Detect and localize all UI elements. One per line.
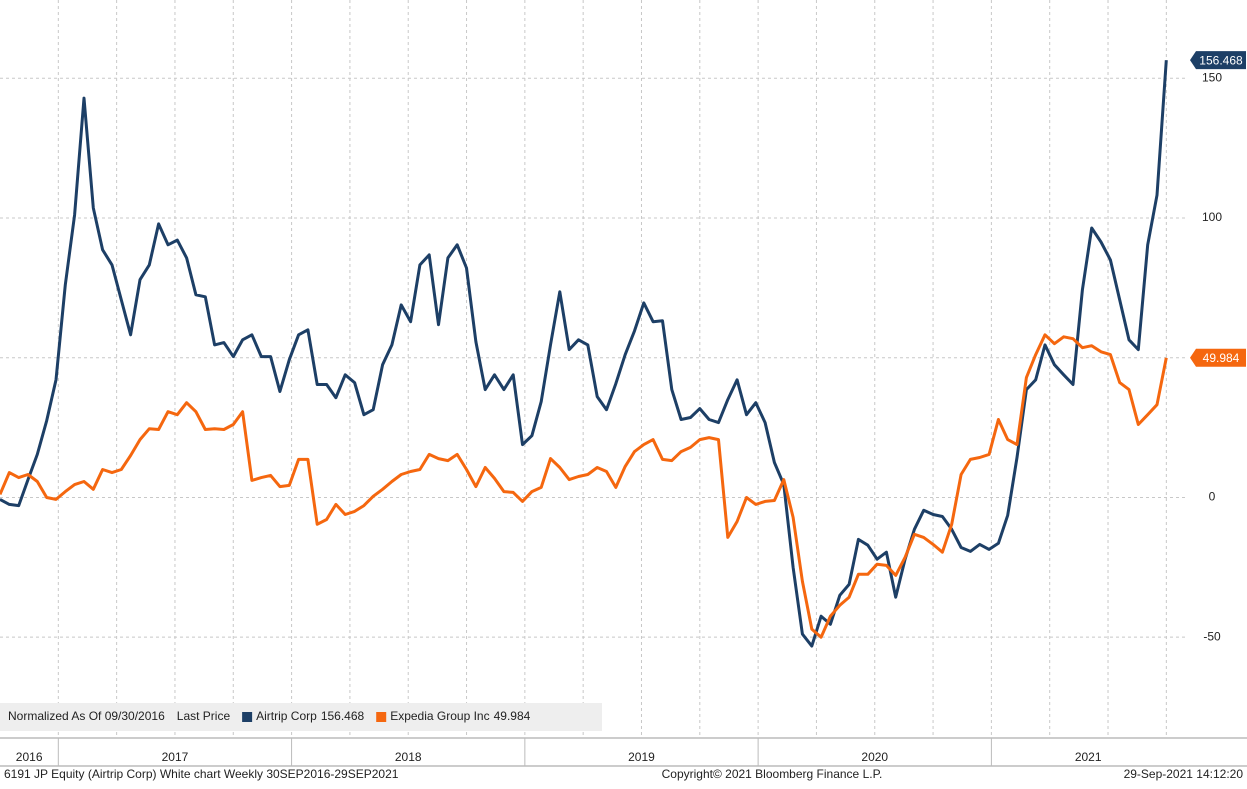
legend-swatch bbox=[242, 712, 253, 722]
last-value-label: 156.468 bbox=[1199, 53, 1243, 67]
y-tick-label: 100 bbox=[1202, 210, 1222, 224]
legend-label: Expedia Group Inc bbox=[390, 709, 489, 723]
x-tick-label: 2016 bbox=[16, 750, 43, 764]
lines bbox=[0, 60, 1168, 648]
series-line bbox=[0, 333, 1168, 639]
y-tick-label: -50 bbox=[1203, 629, 1221, 643]
x-tick-label: 2020 bbox=[861, 750, 888, 764]
legend-box bbox=[0, 703, 602, 731]
y-tick-label: 150 bbox=[1202, 70, 1222, 84]
legend-title: Normalized As Of 09/30/2016 bbox=[8, 709, 165, 723]
legend-value: 49.984 bbox=[494, 709, 531, 723]
last-value-label: 49.984 bbox=[1203, 351, 1240, 365]
last-value-tag bbox=[1190, 51, 1246, 70]
x-tick-label: 2019 bbox=[628, 750, 655, 764]
legend-field: Last Price bbox=[177, 709, 231, 723]
series-line bbox=[0, 60, 1168, 648]
x-tick-label: 2018 bbox=[395, 750, 422, 764]
footer-left: 6191 JP Equity (Airtrip Corp) White char… bbox=[4, 767, 399, 781]
grid bbox=[0, 0, 1185, 735]
legend-label: Airtrip Corp bbox=[256, 709, 317, 723]
legend-value: 156.468 bbox=[321, 709, 365, 723]
timestamp: 29-Sep-2021 14:12:20 bbox=[1124, 767, 1244, 781]
y-tick-label: 0 bbox=[1209, 490, 1216, 504]
x-tick-label: 2021 bbox=[1075, 750, 1102, 764]
copyright: Copyright© 2021 Bloomberg Finance L.P. bbox=[662, 767, 883, 781]
legend-swatch bbox=[376, 712, 387, 722]
last-value-tag bbox=[1190, 348, 1246, 367]
axis: -50050100150201620172018201920202021156.… bbox=[16, 51, 1246, 766]
legend: Normalized As Of 09/30/2016 Last Price Air… bbox=[8, 709, 531, 723]
x-tick-label: 2017 bbox=[162, 750, 189, 764]
